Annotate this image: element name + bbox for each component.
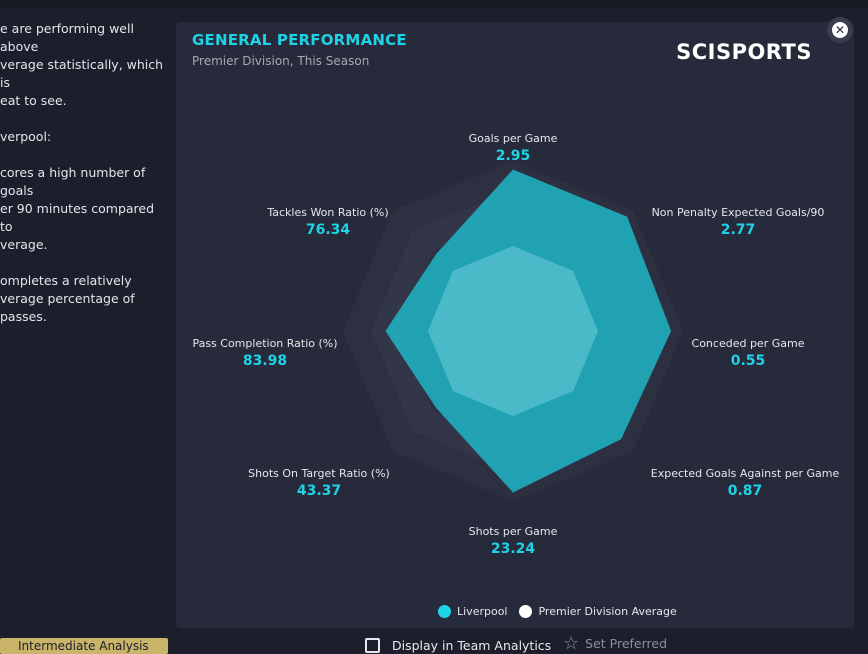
set-preferred-label: Set Preferred — [585, 636, 668, 651]
radar-series — [385, 169, 672, 493]
legend-dot-average — [519, 605, 533, 618]
legend-item-average[interactable]: Premier Division Average — [519, 605, 677, 618]
series-liverpool — [385, 169, 672, 493]
legend-item-liverpool[interactable]: Liverpool — [438, 605, 507, 618]
analysis-text: e are performing well above verage stati… — [0, 21, 164, 324]
axis-value-6: 83.98 — [243, 353, 287, 369]
panel-subtitle: Premier Division, This Season — [192, 54, 370, 68]
intermediate-analysis-tag[interactable]: Intermediate Analysis — [0, 638, 168, 654]
star-icon: ☆ — [563, 633, 580, 654]
display-checkbox[interactable] — [365, 638, 380, 653]
axis-label-5: Shots On Target Ratio (%) — [248, 467, 390, 480]
axis-value-7: 76.34 — [306, 222, 351, 238]
axis-label-6: Pass Completion Ratio (%) — [192, 337, 337, 350]
display-in-team-analytics[interactable]: Display in Team Analytics — [365, 638, 551, 653]
intermediate-analysis-label: Intermediate Analysis — [18, 639, 149, 653]
axis-value-4: 23.24 — [491, 541, 536, 557]
axis-label-4: Shots per Game — [469, 525, 558, 538]
panel-title: GENERAL PERFORMANCE — [192, 31, 407, 49]
legend-dot-liverpool — [438, 605, 451, 618]
legend-label-liverpool: Liverpool — [457, 605, 508, 618]
radar-chart: Goals per Game 2.95 Non Penalty Expected G… — [192, 132, 839, 557]
close-icon: ✕ — [832, 22, 848, 38]
axis-label-3: Expected Goals Against per Game — [651, 467, 840, 480]
axis-value-5: 43.37 — [297, 483, 341, 499]
axis-label-1: Non Penalty Expected Goals/90 — [652, 206, 825, 219]
legend-label-average: Premier Division Average — [538, 605, 677, 618]
axis-label-7: Tackles Won Ratio (%) — [266, 206, 388, 219]
axis-label-0: Goals per Game — [469, 132, 558, 145]
axis-label-2: Conceded per Game — [692, 337, 805, 350]
radar-labels: Goals per Game 2.95 Non Penalty Expected G… — [192, 132, 839, 557]
top-bar — [0, 0, 868, 8]
chart-legend: Liverpool Premier Division Average — [438, 605, 689, 618]
close-button[interactable]: ✕ — [827, 17, 853, 43]
axis-value-1: 2.77 — [721, 222, 756, 238]
general-performance-panel: GENERAL PERFORMANCE Premier Division, Th… — [176, 22, 854, 628]
set-preferred[interactable]: ☆ Set Preferred — [563, 633, 668, 654]
series-average — [428, 246, 598, 416]
scisports-logo: SCISPORTS — [676, 40, 812, 64]
axis-value-0: 2.95 — [496, 148, 531, 164]
axis-value-2: 0.55 — [731, 353, 766, 369]
axis-value-3: 0.87 — [728, 483, 763, 499]
display-label: Display in Team Analytics — [392, 638, 552, 653]
